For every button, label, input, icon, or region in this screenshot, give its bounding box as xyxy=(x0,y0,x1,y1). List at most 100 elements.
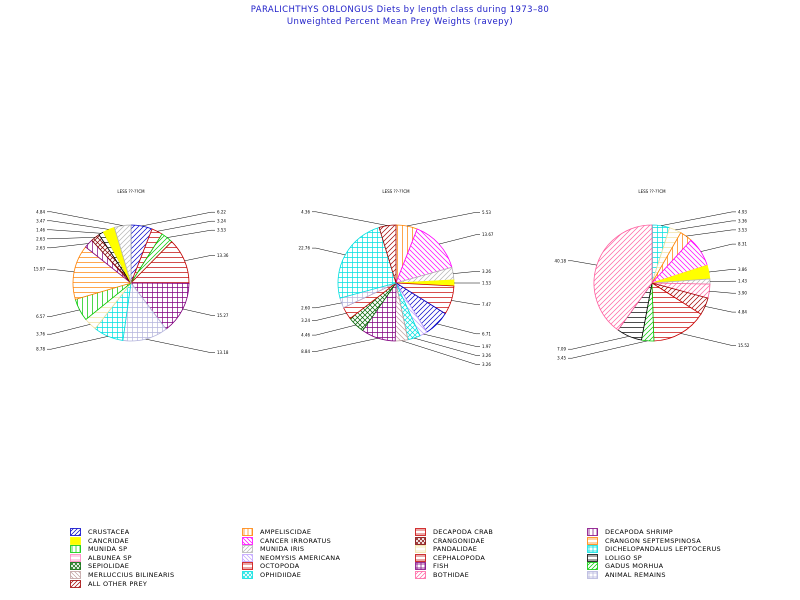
leader-line xyxy=(437,323,480,335)
leader-line xyxy=(141,211,215,227)
leader-line xyxy=(312,211,388,226)
slice-label: 3.26 xyxy=(482,362,491,367)
pie-slice xyxy=(651,282,702,342)
legend-label: BOTHIDAE xyxy=(433,571,470,579)
slice-label: 13.67 xyxy=(482,232,494,237)
legend-swatch xyxy=(587,571,598,579)
legend-label: DICHELOPANDALUS LEPTOCERUS xyxy=(605,545,721,554)
legend-label: ALL OTHER PREY xyxy=(88,579,148,588)
legend-swatch xyxy=(70,545,81,554)
legend-swatch xyxy=(415,536,426,545)
legend-label: FISH xyxy=(433,562,449,571)
slice-label: 3.76 xyxy=(36,332,45,337)
legend-swatch xyxy=(70,553,81,562)
legend-label: DECAPODA SHRIMP xyxy=(605,528,674,536)
slice-label: 4.84 xyxy=(36,209,45,214)
slice-label: 1.97 xyxy=(482,344,491,349)
leader-line xyxy=(401,340,480,365)
leader-line xyxy=(167,229,215,238)
pie-chart-2: LESS ??-??CM 5.53 13.67 3.26 1.53 7.47 6.71 1.9… xyxy=(299,189,494,367)
leader-line xyxy=(47,324,91,335)
slice-label: 4.36 xyxy=(301,209,310,214)
slice-label: 7.09 xyxy=(557,347,566,352)
pie-slice xyxy=(395,228,453,284)
leader-line xyxy=(453,271,480,274)
leader-line xyxy=(709,290,736,294)
legend-swatch xyxy=(242,528,253,536)
chart-subtitle: Unweighted Percent Mean Prey Weights (ra… xyxy=(286,17,514,27)
leader-line xyxy=(47,268,75,273)
slice-label: 3.24 xyxy=(301,318,310,323)
slice-label: 3.26 xyxy=(482,269,491,274)
legend-label: PANDALIDAE xyxy=(433,545,478,554)
slice-label: 1.43 xyxy=(738,279,747,284)
slice-label: 4.84 xyxy=(738,310,747,315)
leader-line xyxy=(184,255,215,262)
leader-line xyxy=(47,309,80,317)
slice-label: 22.76 xyxy=(299,246,311,251)
slice-label: 6.22 xyxy=(217,210,226,215)
legend-swatch xyxy=(70,571,81,579)
leader-line xyxy=(451,300,480,305)
slice-label: 2.63 xyxy=(36,245,45,250)
slice-label: 13.18 xyxy=(217,350,229,355)
legend-swatch xyxy=(415,571,426,579)
pie-chart-3: LESS ??-??CM 4.93 3.36 3.53 8.31 3.86 1.43 3.90… xyxy=(555,189,750,361)
legend-swatch xyxy=(587,553,598,562)
leader-line xyxy=(708,269,736,273)
slice-label: 3.24 xyxy=(217,219,226,224)
leader-line xyxy=(47,211,123,226)
slice-label: 1.53 xyxy=(482,280,491,285)
leader-line xyxy=(47,220,109,230)
leader-line xyxy=(568,336,630,350)
slice-label: 3.90 xyxy=(738,291,747,296)
leader-line xyxy=(312,337,379,352)
pie-chart-1: LESS ??-??CM 6.22 3.24 3.53 13.36 15.27 13.18 4… xyxy=(34,189,229,355)
leader-line xyxy=(406,212,480,227)
pie-title: LESS ??-??CM xyxy=(382,189,410,194)
legend-swatch xyxy=(587,536,598,545)
legend-swatch xyxy=(587,562,598,571)
leader-line xyxy=(686,229,736,237)
leader-line xyxy=(157,220,215,232)
leader-line xyxy=(568,340,648,359)
pie-slice xyxy=(72,246,132,300)
legend-swatch xyxy=(242,545,253,554)
legend-swatch xyxy=(70,528,81,536)
legend-swatch xyxy=(242,553,253,562)
slice-label: 40.18 xyxy=(555,258,567,263)
legend-label: MUNIDA SP xyxy=(88,545,128,554)
slice-label: 8.31 xyxy=(738,242,747,247)
slice-label: 15.52 xyxy=(738,343,750,348)
legend-label: LOLIGO SP xyxy=(605,553,643,562)
legend-swatch xyxy=(415,562,426,571)
leader-line xyxy=(312,302,342,309)
legend-label: SEPIOLIDAE xyxy=(88,562,130,571)
slice-label: 7.47 xyxy=(482,302,491,307)
leader-line xyxy=(700,243,736,252)
slice-label: 6.57 xyxy=(36,314,45,319)
slice-label: 3.47 xyxy=(36,218,45,223)
legend-label: OCTOPODA xyxy=(260,562,300,571)
leader-line xyxy=(414,337,480,356)
legend-label: ANIMAL REMAINS xyxy=(605,571,666,579)
slice-label: 15.27 xyxy=(217,313,229,318)
legend-label: ALBUNEA SP xyxy=(88,553,132,562)
slice-label: 2.63 xyxy=(36,236,45,241)
legend-label: GADUS MORHUA xyxy=(605,562,664,571)
legend-swatch xyxy=(587,528,598,536)
legend-label: NEOMYSIS AMERICANA xyxy=(260,553,341,562)
legend-label: CRANGONIDAE xyxy=(433,536,485,545)
slice-label: 3.36 xyxy=(738,218,747,223)
leader-line xyxy=(47,243,89,249)
legend-swatch xyxy=(242,571,253,579)
legend-swatch xyxy=(415,528,426,536)
chart-title-block: PARALICHTHYS OBLONGUS Diets by length cl… xyxy=(0,4,800,28)
slice-label: 15.97 xyxy=(34,267,46,272)
pie-slice xyxy=(130,282,190,330)
slice-label: 3.53 xyxy=(738,227,747,232)
pie-slice xyxy=(113,224,132,284)
leader-line xyxy=(312,312,347,321)
legend-label: CANCER IRRORATUS xyxy=(260,536,331,545)
slice-label: 3.86 xyxy=(738,267,747,272)
